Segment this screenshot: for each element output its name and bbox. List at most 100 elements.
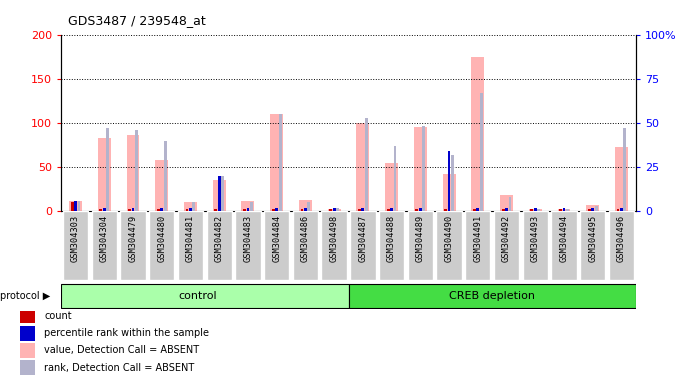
Bar: [126, 135, 139, 211]
Bar: [74, 200, 77, 211]
Bar: [443, 174, 456, 211]
Bar: [186, 209, 188, 211]
Bar: [328, 209, 341, 211]
Bar: [243, 209, 246, 211]
Bar: [132, 208, 135, 211]
Text: GSM304484: GSM304484: [272, 215, 281, 262]
Bar: [160, 208, 163, 211]
Text: GSM304496: GSM304496: [617, 215, 626, 262]
Bar: [250, 202, 253, 211]
Bar: [529, 209, 542, 211]
Bar: [394, 146, 396, 211]
Text: protocol ▶: protocol ▶: [0, 291, 50, 301]
Text: GSM304495: GSM304495: [588, 215, 597, 262]
Bar: [218, 176, 220, 211]
Bar: [362, 208, 364, 211]
FancyBboxPatch shape: [178, 211, 203, 280]
Bar: [444, 209, 447, 211]
Bar: [415, 209, 418, 211]
Bar: [78, 200, 80, 211]
Bar: [586, 205, 599, 211]
FancyBboxPatch shape: [437, 211, 462, 280]
FancyBboxPatch shape: [149, 211, 174, 280]
Bar: [184, 202, 197, 211]
Bar: [135, 130, 138, 211]
Bar: [447, 151, 450, 211]
Bar: [98, 138, 111, 211]
Bar: [566, 209, 569, 211]
Bar: [471, 57, 484, 211]
FancyBboxPatch shape: [293, 211, 318, 280]
FancyBboxPatch shape: [350, 211, 375, 280]
Text: GSM304479: GSM304479: [129, 215, 137, 262]
Text: GSM304489: GSM304489: [416, 215, 425, 262]
Bar: [595, 206, 598, 211]
FancyBboxPatch shape: [551, 211, 577, 280]
Text: control: control: [178, 291, 217, 301]
Text: percentile rank within the sample: percentile rank within the sample: [44, 328, 209, 338]
Bar: [422, 126, 425, 211]
Text: GSM304498: GSM304498: [330, 215, 339, 262]
Bar: [270, 114, 283, 211]
Bar: [588, 209, 591, 211]
Bar: [592, 208, 594, 211]
Text: GSM304488: GSM304488: [387, 215, 396, 262]
Bar: [214, 209, 217, 211]
Bar: [61, 283, 349, 308]
Bar: [157, 209, 160, 211]
Bar: [155, 160, 168, 211]
Bar: [356, 123, 369, 211]
Bar: [480, 93, 483, 211]
Bar: [307, 202, 310, 211]
Bar: [349, 283, 636, 308]
Bar: [128, 209, 131, 211]
Bar: [71, 202, 73, 211]
Text: GSM304491: GSM304491: [473, 215, 482, 262]
Text: GSM304490: GSM304490: [445, 215, 454, 262]
Bar: [473, 209, 476, 211]
Bar: [534, 208, 537, 211]
Bar: [329, 209, 332, 211]
Bar: [213, 180, 226, 211]
Bar: [358, 209, 361, 211]
Bar: [617, 209, 619, 211]
Bar: [304, 208, 307, 211]
Bar: [20, 308, 35, 323]
Bar: [221, 176, 224, 211]
Bar: [502, 209, 505, 211]
Bar: [20, 326, 35, 341]
FancyBboxPatch shape: [322, 211, 347, 280]
Text: GSM304486: GSM304486: [301, 215, 310, 262]
Text: value, Detection Call = ABSENT: value, Detection Call = ABSENT: [44, 346, 199, 356]
Text: GDS3487 / 239548_at: GDS3487 / 239548_at: [68, 14, 206, 27]
FancyBboxPatch shape: [235, 211, 260, 280]
FancyBboxPatch shape: [92, 211, 117, 280]
Text: GSM304493: GSM304493: [531, 215, 540, 262]
Bar: [615, 147, 628, 211]
FancyBboxPatch shape: [523, 211, 548, 280]
Bar: [620, 208, 623, 211]
FancyBboxPatch shape: [120, 211, 146, 280]
FancyBboxPatch shape: [63, 211, 88, 280]
Bar: [301, 209, 303, 211]
FancyBboxPatch shape: [580, 211, 605, 280]
Bar: [451, 155, 454, 211]
Text: GSM304480: GSM304480: [157, 215, 166, 262]
Bar: [241, 200, 254, 211]
Text: GSM304483: GSM304483: [243, 215, 252, 262]
Bar: [558, 209, 571, 211]
Text: GSM304487: GSM304487: [358, 215, 367, 262]
Bar: [477, 208, 479, 211]
Bar: [69, 200, 82, 211]
Bar: [414, 127, 427, 211]
Bar: [20, 343, 35, 358]
Bar: [99, 209, 102, 211]
Bar: [509, 197, 511, 211]
Bar: [20, 360, 35, 375]
Bar: [500, 195, 513, 211]
Bar: [336, 208, 339, 211]
Text: count: count: [44, 311, 72, 321]
Text: GSM304303: GSM304303: [71, 215, 80, 262]
Bar: [530, 209, 533, 211]
Bar: [106, 128, 109, 211]
